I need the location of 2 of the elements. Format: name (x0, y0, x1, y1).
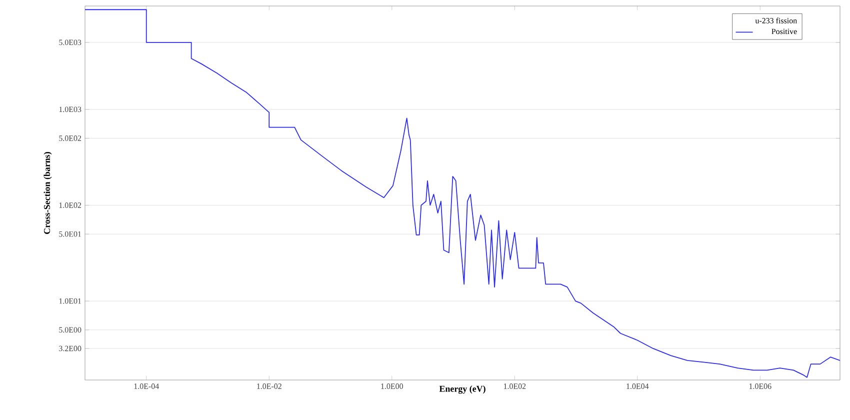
y-axis-title: Cross-Section (barns) (44, 152, 52, 234)
x-axis-title: Energy (eV) (439, 386, 486, 394)
